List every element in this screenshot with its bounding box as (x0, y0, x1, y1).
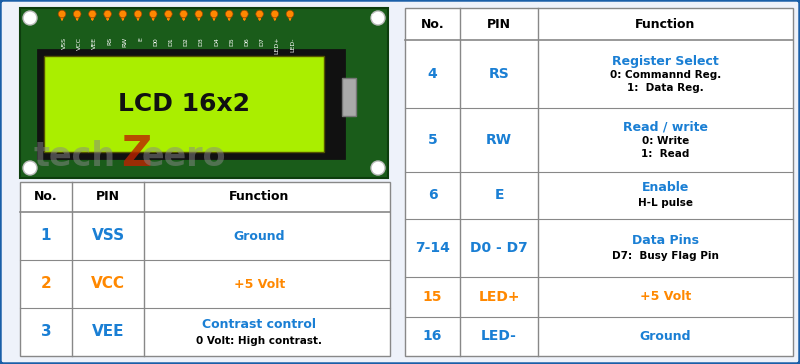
Text: RS: RS (107, 37, 113, 45)
Text: 0 Volt: High contrast.: 0 Volt: High contrast. (197, 336, 322, 346)
Text: Function: Function (230, 190, 290, 203)
Text: No.: No. (421, 17, 444, 31)
Text: VCC: VCC (77, 37, 82, 50)
Text: PIN: PIN (96, 190, 120, 203)
Text: D2: D2 (184, 37, 189, 46)
Bar (44, 56, 324, 152)
Text: H-L pulse: H-L pulse (638, 198, 693, 208)
Circle shape (286, 10, 294, 18)
Text: Register Select: Register Select (612, 55, 719, 68)
Circle shape (104, 10, 111, 18)
Text: 6: 6 (428, 188, 438, 202)
Text: 5: 5 (428, 133, 438, 147)
Text: BW: BW (370, 14, 382, 20)
Text: Ground: Ground (234, 229, 286, 242)
Text: +5 Volt: +5 Volt (234, 277, 285, 290)
Text: E: E (494, 188, 504, 202)
Text: E: E (138, 37, 143, 41)
Circle shape (74, 10, 81, 18)
Text: VEE: VEE (92, 324, 124, 340)
Circle shape (89, 10, 96, 18)
Circle shape (256, 10, 263, 18)
Circle shape (371, 161, 385, 175)
Circle shape (210, 10, 218, 18)
Text: 2: 2 (41, 277, 51, 292)
Text: VCC: VCC (91, 277, 125, 292)
Circle shape (119, 10, 126, 18)
Text: 3: 3 (41, 324, 51, 340)
Text: LCD 16x2: LCD 16x2 (118, 92, 250, 116)
Text: 0: Write: 0: Write (642, 136, 689, 146)
Text: Read / write: Read / write (623, 120, 708, 134)
Text: 16: 16 (423, 329, 442, 343)
Circle shape (271, 10, 278, 18)
Text: LED-: LED- (290, 37, 295, 51)
Text: Ground: Ground (640, 330, 691, 343)
Text: VEE: VEE (93, 37, 98, 49)
Text: D4: D4 (214, 37, 219, 46)
Text: 0: Commannd Reg.: 0: Commannd Reg. (610, 70, 721, 80)
Circle shape (134, 10, 142, 18)
Bar (38, 50, 344, 158)
Circle shape (241, 10, 248, 18)
Text: +5 Volt: +5 Volt (640, 290, 691, 303)
Text: VSS: VSS (91, 229, 125, 244)
Text: eero: eero (142, 139, 226, 173)
Bar (342, 78, 356, 116)
Text: tech: tech (34, 139, 116, 173)
Text: 1:  Data Reg.: 1: Data Reg. (627, 83, 704, 93)
Text: 7-14: 7-14 (415, 241, 450, 255)
Text: Function: Function (635, 17, 696, 31)
Text: D0 - D7: D0 - D7 (470, 241, 528, 255)
Text: D3: D3 (198, 37, 204, 46)
Text: PIN: PIN (487, 17, 511, 31)
Text: Data Pins: Data Pins (632, 234, 699, 246)
Text: D7:  Busy Flag Pin: D7: Busy Flag Pin (612, 251, 719, 261)
Text: LED+: LED+ (478, 290, 520, 304)
Circle shape (150, 10, 157, 18)
Circle shape (23, 11, 37, 25)
Text: 1:  Read: 1: Read (642, 149, 690, 159)
Text: No.: No. (34, 190, 58, 203)
Text: D1: D1 (168, 37, 174, 46)
Text: RW: RW (486, 133, 512, 147)
Text: D7: D7 (259, 37, 265, 46)
Text: D5: D5 (229, 37, 234, 46)
Bar (20, 182, 390, 356)
Text: RS: RS (489, 67, 510, 81)
Circle shape (371, 11, 385, 25)
Text: 15: 15 (422, 290, 442, 304)
Text: RW: RW (123, 37, 128, 47)
Text: Contrast control: Contrast control (202, 318, 317, 332)
Circle shape (180, 10, 187, 18)
Circle shape (226, 10, 233, 18)
Text: 4: 4 (428, 67, 438, 81)
Circle shape (58, 10, 66, 18)
Text: 1: 1 (41, 229, 51, 244)
Text: LED-: LED- (481, 329, 517, 343)
Text: Enable: Enable (642, 181, 689, 194)
Text: VSS: VSS (62, 37, 67, 49)
Text: LED+: LED+ (275, 37, 280, 55)
Bar (405, 8, 793, 356)
Text: D6: D6 (245, 37, 250, 46)
Bar (20, 8, 388, 178)
Text: D0: D0 (154, 37, 158, 46)
Circle shape (23, 161, 37, 175)
Text: Z: Z (121, 133, 151, 175)
Circle shape (165, 10, 172, 18)
Circle shape (195, 10, 202, 18)
